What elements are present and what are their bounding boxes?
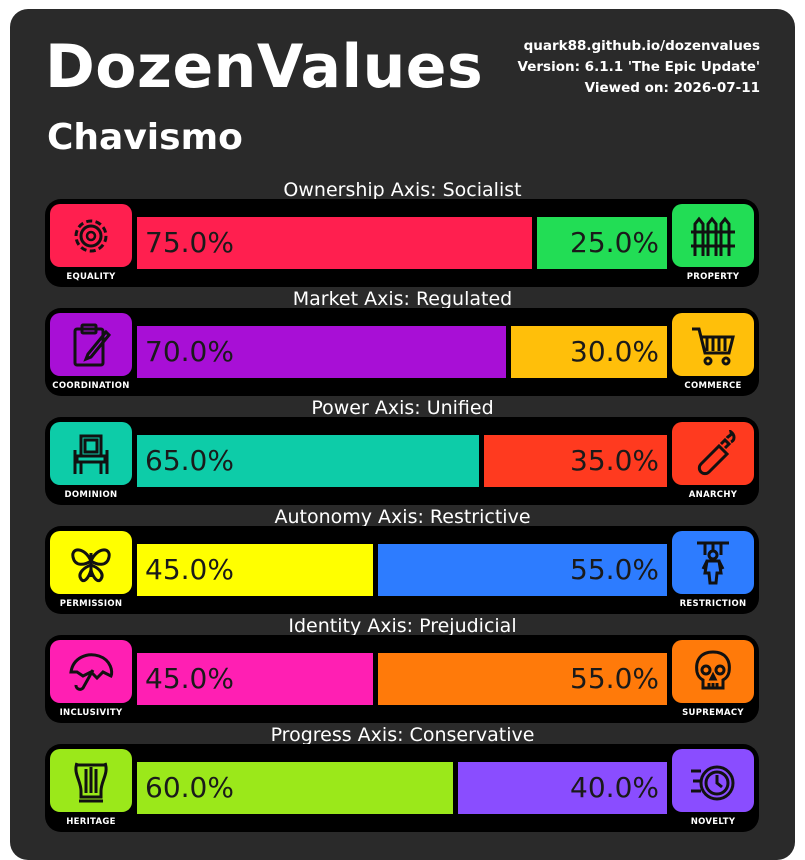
umbrella-icon bbox=[50, 640, 132, 703]
axis-label-right: COMMERCE bbox=[684, 381, 742, 391]
bar-right-identity: 55.0% bbox=[378, 653, 667, 705]
axis-title-progress: Progress Axis: Conservative bbox=[270, 724, 535, 746]
lyre-icon bbox=[50, 749, 132, 812]
axis-title-market: Market Axis: Regulated bbox=[292, 288, 513, 310]
skull-icon bbox=[672, 640, 754, 703]
axis-label-left: HERITAGE bbox=[66, 817, 116, 827]
version-text: Version: 6.1.1 'The Epic Update' bbox=[517, 59, 760, 75]
bar-left-identity: 45.0% bbox=[137, 653, 373, 705]
axis-title-identity: Identity Axis: Prejudicial bbox=[288, 615, 517, 637]
axis-title-power: Power Axis: Unified bbox=[311, 397, 494, 419]
axis-label-left: INCLUSIVITY bbox=[59, 708, 123, 718]
puppet-icon bbox=[672, 531, 754, 594]
gear-icon bbox=[50, 204, 132, 267]
axis-power: DOMINION ANARCHY 65.0% 35.0% bbox=[45, 417, 759, 505]
bar-track: 65.0% 35.0% bbox=[137, 435, 667, 487]
bar-right-power: 35.0% bbox=[484, 435, 667, 487]
axis-label-left: EQUALITY bbox=[66, 272, 116, 282]
axis-label-left: COORDINATION bbox=[52, 381, 130, 391]
bar-track: 70.0% 30.0% bbox=[137, 326, 667, 378]
bar-left-progress: 60.0% bbox=[137, 762, 453, 814]
axis-identity: INCLUSIVITY SUPREMACY 45.0% 55.0% bbox=[45, 635, 759, 723]
ideology-name: Chavismo bbox=[47, 117, 243, 158]
results-card: DozenValues Chavismo quark88.github.io/d… bbox=[10, 9, 795, 860]
axis-autonomy: PERMISSION RESTRICTION 45.0% 55.0% bbox=[45, 526, 759, 614]
bar-right-ownership: 25.0% bbox=[537, 217, 667, 269]
throne-icon bbox=[50, 422, 132, 485]
axis-label-left: PERMISSION bbox=[59, 599, 123, 609]
axis-label-right: NOVELTY bbox=[690, 817, 736, 827]
bar-track: 75.0% 25.0% bbox=[137, 217, 667, 269]
axis-label-right: PROPERTY bbox=[686, 272, 740, 282]
bar-left-autonomy: 45.0% bbox=[137, 544, 373, 596]
axis-progress: HERITAGE NOVELTY 60.0% 40.0% bbox=[45, 744, 759, 832]
axis-label-left: DOMINION bbox=[64, 490, 118, 500]
axis-title-ownership: Ownership Axis: Socialist bbox=[283, 179, 522, 201]
axis-ownership: EQUALITY PROPERTY 75.0% 25.0% bbox=[45, 199, 759, 287]
clock-icon bbox=[672, 749, 754, 812]
axis-label-right: ANARCHY bbox=[688, 490, 738, 500]
app-title: DozenValues bbox=[45, 32, 484, 102]
molotov-icon bbox=[672, 422, 754, 485]
axis-label-right: RESTRICTION bbox=[679, 599, 747, 609]
bar-right-autonomy: 55.0% bbox=[378, 544, 667, 596]
site-url: quark88.github.io/dozenvalues bbox=[523, 38, 760, 54]
bar-right-progress: 40.0% bbox=[457, 762, 667, 814]
butterfly-icon bbox=[50, 531, 132, 594]
meta-info: quark88.github.io/dozenvalues Version: 6… bbox=[518, 36, 760, 99]
bar-track: 45.0% 55.0% bbox=[137, 544, 667, 596]
bar-track: 60.0% 40.0% bbox=[137, 762, 667, 814]
bar-track: 45.0% 55.0% bbox=[137, 653, 667, 705]
axis-market: COORDINATION COMMERCE 70.0% 30.0% bbox=[45, 308, 759, 396]
axis-title-autonomy: Autonomy Axis: Restrictive bbox=[274, 506, 531, 528]
fence-icon bbox=[672, 204, 754, 267]
bar-left-market: 70.0% bbox=[137, 326, 506, 378]
clipboard-icon bbox=[50, 313, 132, 376]
bar-left-power: 65.0% bbox=[137, 435, 479, 487]
viewed-date: Viewed on: 2026-07-11 bbox=[584, 80, 760, 96]
axis-label-right: SUPREMACY bbox=[682, 708, 744, 718]
cart-icon bbox=[672, 313, 754, 376]
bar-right-market: 30.0% bbox=[510, 326, 667, 378]
bar-left-ownership: 75.0% bbox=[137, 217, 532, 269]
